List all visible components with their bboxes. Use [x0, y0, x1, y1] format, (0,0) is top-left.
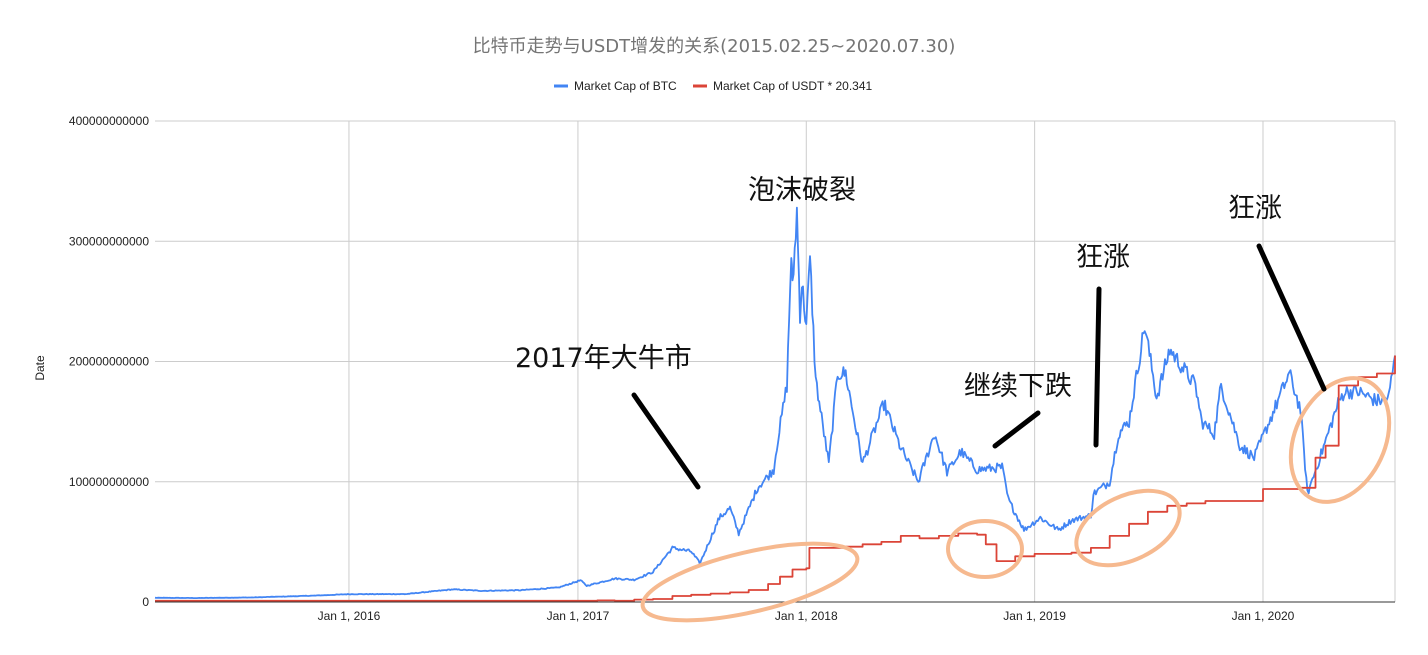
legend: Market Cap of BTC Market Cap of USDT * 2…	[554, 79, 873, 93]
annotation-arrow-continue-fall	[992, 410, 1041, 449]
x-tick-label-1: Jan 1, 2017	[547, 609, 610, 623]
y-tick-label-3: 300000000000	[69, 234, 149, 248]
x-axis-ticks: Jan 1, 2016 Jan 1, 2017 Jan 1, 2018 Jan 1, …	[318, 609, 1295, 623]
series-line-usdt	[155, 355, 1396, 602]
annotation-arrow-bull-market	[631, 392, 701, 490]
annotation-arrow-surge-2020	[1256, 243, 1327, 392]
y-axis-label: Date	[33, 355, 47, 381]
annotation-surge-2019: 狂涨	[1076, 242, 1130, 273]
highlight-ellipse-2017	[640, 541, 860, 623]
legend-item-btc[interactable]: Market Cap of BTC	[554, 79, 677, 93]
y-tick-label-2: 200000000000	[69, 355, 149, 369]
legend-label-btc: Market Cap of BTC	[574, 79, 677, 93]
chart-title: 比特币走势与USDT增发的关系(2015.02.25~2020.07.30)	[473, 36, 956, 57]
highlight-ellipses	[640, 376, 1392, 623]
y-axis-ticks: 0 100000000000 200000000000 300000000000 400…	[69, 114, 149, 609]
annotations: 2017年大牛市 泡沫破裂 继续下跌 狂涨 狂涨	[515, 175, 1327, 490]
gridlines	[155, 120, 1396, 602]
y-tick-label-4: 400000000000	[69, 114, 149, 128]
annotation-arrow-surge-2019	[1093, 286, 1102, 448]
x-tick-label-2: Jan 1, 2018	[775, 609, 838, 623]
x-tick-label-3: Jan 1, 2019	[1003, 609, 1066, 623]
series-line-btc	[154, 206, 1396, 599]
highlight-ellipse-2018-drop	[946, 519, 1024, 579]
y-tick-label-1: 100000000000	[69, 475, 149, 489]
annotation-bull-market: 2017年大牛市	[515, 343, 692, 374]
series-lines	[154, 206, 1396, 602]
legend-label-usdt: Market Cap of USDT * 20.341	[713, 79, 873, 93]
highlight-ellipse-2019-rise	[1074, 488, 1182, 568]
annotation-bubble-burst: 泡沫破裂	[748, 175, 856, 206]
x-tick-label-4: Jan 1, 2020	[1232, 609, 1295, 623]
y-tick-label-0: 0	[142, 595, 149, 609]
annotation-surge-2020: 狂涨	[1228, 193, 1282, 224]
annotation-continue-fall: 继续下跌	[964, 371, 1072, 402]
highlight-ellipse-2020-rise	[1288, 376, 1392, 504]
x-tick-label-0: Jan 1, 2016	[318, 609, 381, 623]
legend-item-usdt[interactable]: Market Cap of USDT * 20.341	[693, 79, 873, 93]
